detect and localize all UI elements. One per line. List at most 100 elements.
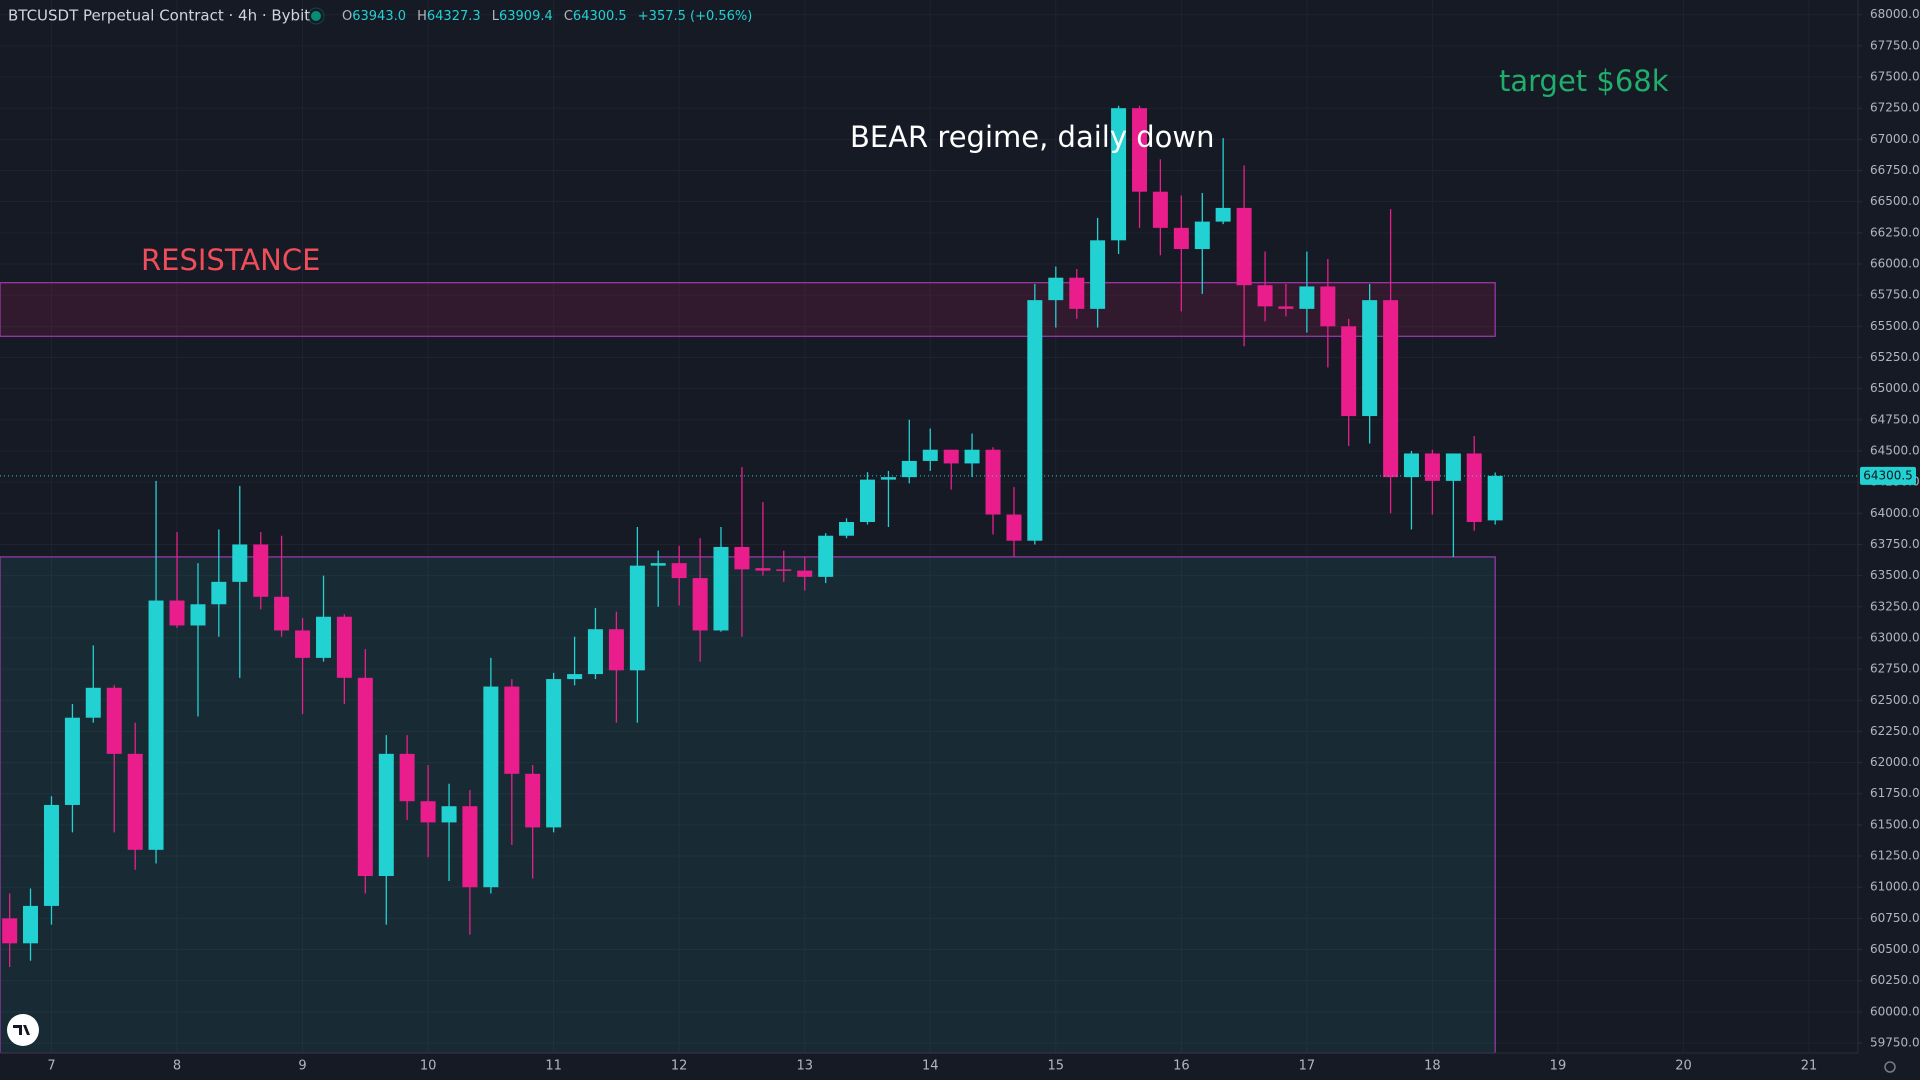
annotation: target $68k: [1499, 64, 1669, 98]
candle-body: [378, 753, 394, 877]
candle-layer: [2, 105, 1503, 967]
y-tick-label: 60500.0: [1870, 942, 1920, 956]
candle-body: [1152, 191, 1168, 228]
quote-label: O: [342, 9, 352, 24]
quote-value: 64327.3: [427, 9, 481, 24]
x-tick-label: 8: [173, 1059, 181, 1074]
logo-circle: [7, 1014, 39, 1046]
candle-body: [106, 687, 122, 754]
y-tick-label: 67250.0: [1870, 101, 1920, 115]
y-tick-label: 64500.0: [1870, 443, 1920, 457]
x-tick-label: 15: [1048, 1059, 1065, 1074]
y-tick-label: 66500.0: [1870, 194, 1920, 208]
y-tick-label: 63000.0: [1870, 630, 1920, 644]
candle-body: [880, 477, 896, 480]
quote: O63943.0 H64327.3 L63909.4 C64300.5 +357…: [342, 6, 752, 25]
y-tick-label: 66000.0: [1870, 256, 1920, 270]
y-tick-label: 63750.0: [1870, 537, 1920, 551]
candle-body: [127, 753, 143, 850]
candle-body: [43, 804, 59, 906]
x-tick-label: 10: [420, 1059, 437, 1074]
quote-value: 64300.5: [573, 9, 627, 24]
y-tick-label: 65750.0: [1870, 288, 1920, 302]
candle-body: [671, 563, 687, 579]
y-tick-label: 66250.0: [1870, 225, 1920, 239]
x-tick-label: 16: [1173, 1059, 1190, 1074]
candle-body: [1299, 286, 1315, 309]
settings-icon[interactable]: [1884, 1061, 1896, 1073]
candle-body: [1027, 300, 1043, 541]
candle-body: [901, 460, 917, 478]
candle-body: [1341, 326, 1357, 417]
quote-value: 63943.0: [352, 9, 406, 24]
zone-layer: [0, 282, 1496, 1054]
candle-body: [546, 679, 562, 828]
zone-label: RESISTANCE: [141, 243, 320, 277]
candle-body: [1215, 207, 1231, 222]
y-tick-label: 62250.0: [1870, 724, 1920, 738]
candle-body: [23, 905, 39, 944]
candle-body: [650, 563, 666, 566]
y-tick-label: 62500.0: [1870, 693, 1920, 707]
y-tick-label: 68000.0: [1870, 7, 1920, 21]
x-tick-label: 20: [1675, 1059, 1692, 1074]
y-tick-label: 60250.0: [1870, 973, 1920, 987]
y-tick-label: 61750.0: [1870, 786, 1920, 800]
y-tick-label: 62750.0: [1870, 662, 1920, 676]
candle-body: [692, 578, 708, 631]
candle-body: [1424, 453, 1440, 481]
candle-body: [295, 630, 311, 658]
y-tick-label: 59750.0: [1870, 1036, 1920, 1050]
y-tick-label: 62000.0: [1870, 755, 1920, 769]
candle-body: [567, 674, 583, 680]
candle-body: [1173, 227, 1189, 250]
candle-body: [1466, 453, 1482, 523]
y-tick-label: 60000.0: [1870, 1004, 1920, 1018]
candle-body: [1278, 306, 1294, 309]
candle-body: [148, 600, 164, 850]
x-tick-label: 21: [1801, 1059, 1818, 1074]
y-tick-label: 67000.0: [1870, 132, 1920, 146]
y-tick-label: 65000.0: [1870, 381, 1920, 395]
quote-value: 63909.4: [499, 9, 553, 24]
y-tick-label: 61000.0: [1870, 880, 1920, 894]
quote-label: H: [417, 9, 427, 24]
candle-body: [232, 544, 248, 582]
x-tick-label: 13: [796, 1059, 813, 1074]
candle-body: [818, 535, 834, 577]
candle-body: [85, 687, 101, 718]
candle-body: [253, 544, 269, 597]
status-ring: [307, 7, 325, 25]
candle-body: [1236, 207, 1252, 286]
candle-body: [1090, 240, 1106, 309]
annotation: BEAR regime, daily down: [850, 120, 1214, 154]
y-tick-label: 63250.0: [1870, 599, 1920, 613]
candle-body: [483, 686, 499, 888]
y-tick-label: 65500.0: [1870, 319, 1920, 333]
quote-change: +357.5 (+0.56%): [638, 9, 753, 24]
last-price-box: [1860, 466, 1916, 485]
settings-gear[interactable]: [1884, 1061, 1896, 1073]
candle-body: [608, 629, 624, 671]
y-tick-label: 63500.0: [1870, 568, 1920, 582]
candle-body: [1048, 277, 1064, 301]
y-tick-label: 61500.0: [1870, 817, 1920, 831]
candle-body: [1383, 300, 1399, 478]
candle-body: [1257, 285, 1273, 307]
zone: [0, 282, 1496, 337]
candle-body: [1069, 277, 1085, 309]
candle-body: [399, 753, 415, 802]
candle-body: [922, 449, 938, 461]
candle-body: [587, 629, 603, 675]
candle-body: [336, 616, 352, 678]
candle-body: [776, 569, 792, 571]
candle-body: [797, 570, 813, 577]
candle-body: [274, 596, 290, 631]
candle-body: [357, 677, 373, 877]
x-tick-label: 17: [1299, 1059, 1316, 1074]
x-tick-label: 7: [47, 1059, 55, 1074]
candle-body: [1445, 453, 1461, 481]
